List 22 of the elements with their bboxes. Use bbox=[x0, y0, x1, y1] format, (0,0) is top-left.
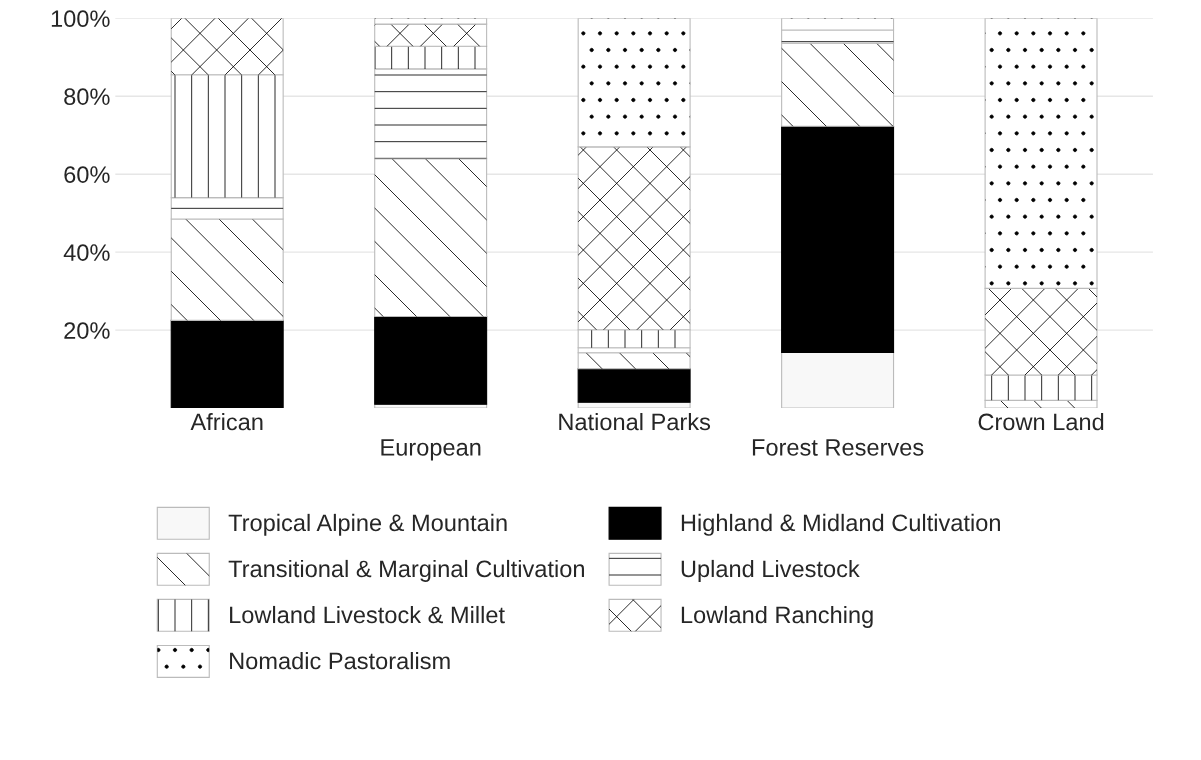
legend-label: Nomadic Pastoralism bbox=[230, 651, 450, 670]
x-tick-label: European bbox=[381, 439, 481, 461]
y-tick-label: 80% bbox=[64, 88, 110, 105]
y-tick-label: 100% bbox=[51, 10, 110, 28]
y-tick-label: 60% bbox=[64, 166, 110, 183]
x-tick-label: African bbox=[190, 412, 263, 431]
bar bbox=[577, 368, 691, 403]
legend-label: Tropical Alpine & Mountain bbox=[228, 513, 507, 536]
legend-label: Highland & Midland Cultivation bbox=[681, 513, 1000, 536]
bar bbox=[170, 319, 284, 409]
bar bbox=[374, 315, 488, 405]
x-tick-label: National Parks bbox=[559, 412, 711, 431]
x-tick-label: Crown Land bbox=[978, 412, 1104, 431]
y-tick-label: 40% bbox=[63, 244, 110, 261]
legend-label: Lowland Livestock & Millet bbox=[230, 605, 505, 624]
y-tick-label: 20% bbox=[64, 322, 110, 339]
legend-label: Lowland Ranching bbox=[681, 605, 873, 628]
bar bbox=[781, 351, 895, 409]
bar bbox=[781, 125, 895, 353]
x-tick-label: Forest Reserves bbox=[752, 439, 924, 456]
legend-label: Upland Livestock bbox=[681, 559, 860, 582]
legend-label: Transitional & Marginal Cultivation bbox=[228, 559, 584, 582]
